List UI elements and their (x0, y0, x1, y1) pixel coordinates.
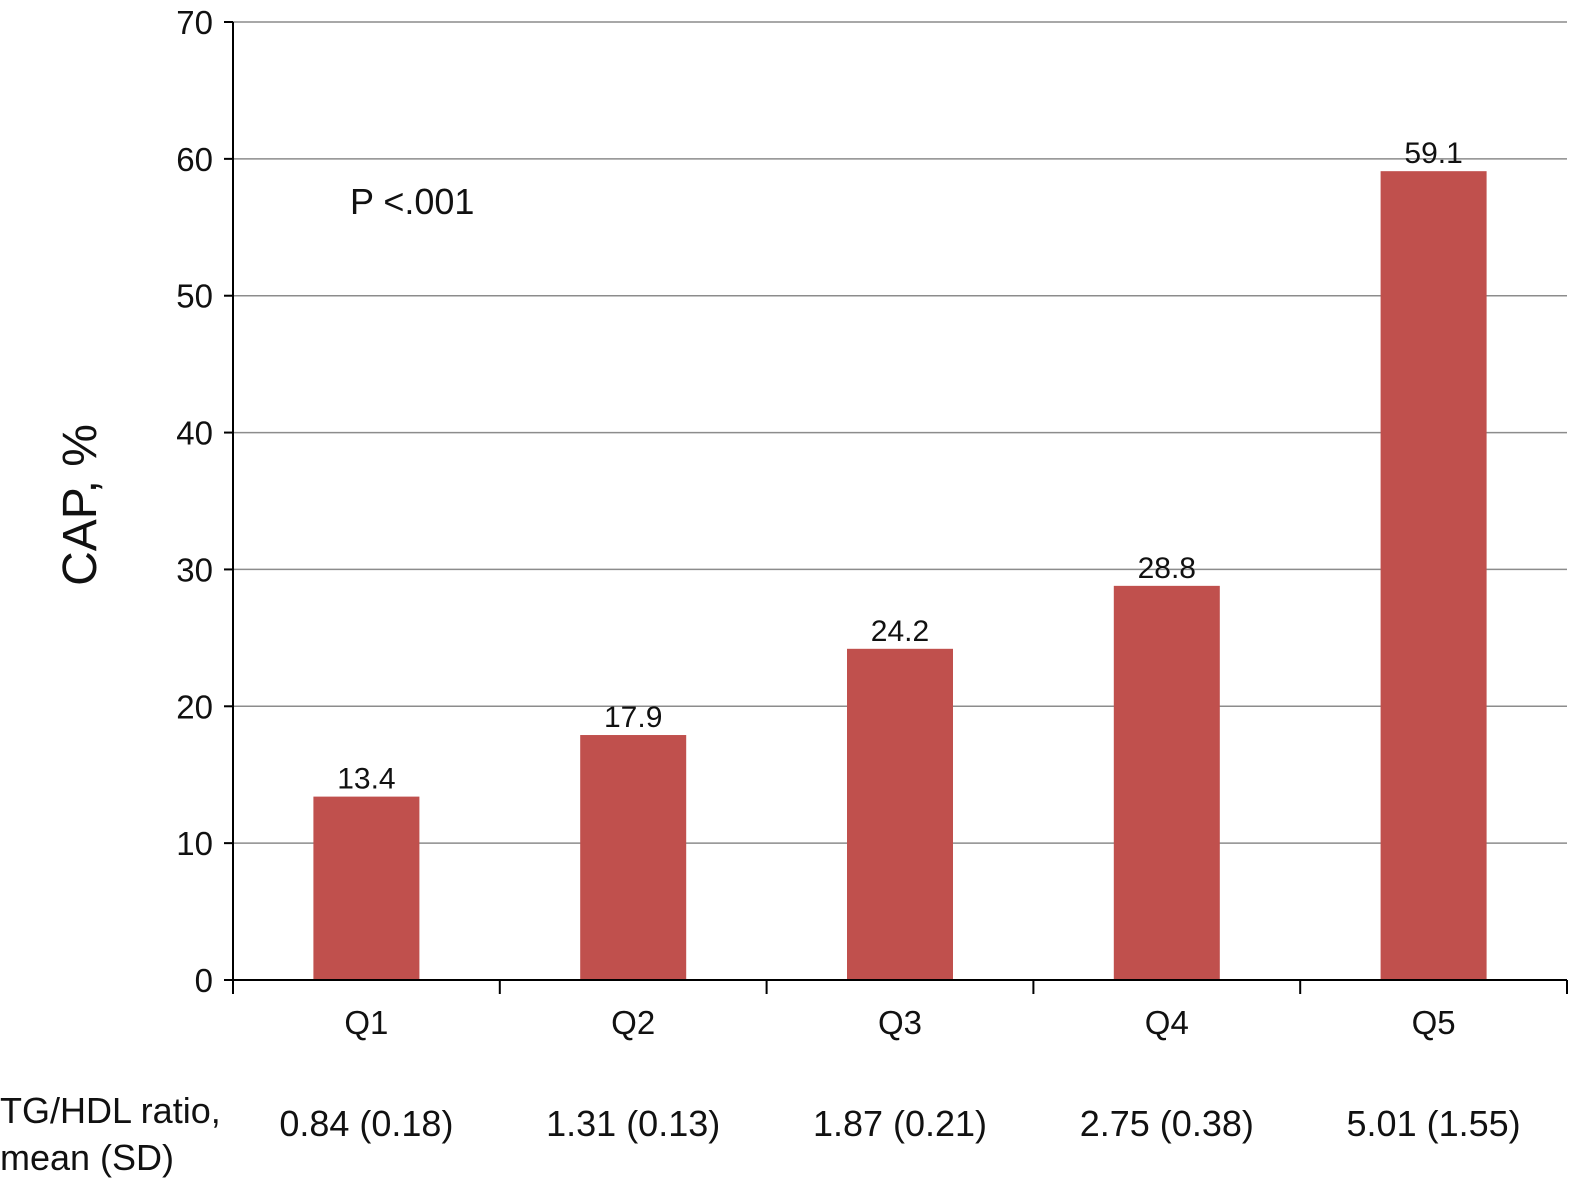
value-label: 17.9 (604, 701, 662, 734)
value-label: 28.8 (1138, 552, 1196, 585)
y-tick-label: 70 (176, 4, 213, 41)
bar-q3 (847, 648, 953, 980)
y-tick-label: 30 (176, 551, 213, 588)
x-category-label: Q3 (878, 1004, 922, 1041)
value-label: 24.2 (871, 615, 929, 648)
labels: 0 10 20 30 40 50 60 70 13.4 Q1 0.84 (0.18) 17.9 Q2 1.… (176, 4, 1520, 1144)
row-label-line-1: TG/HDL ratio, (0, 1090, 221, 1131)
row-label-line-2: mean (SD) (0, 1137, 174, 1178)
y-axis-label: CAP, % (54, 424, 107, 586)
tg-hdl-value: 0.84 (0.18) (279, 1103, 453, 1144)
value-label: 13.4 (337, 763, 395, 796)
x-category-label: Q1 (344, 1004, 388, 1041)
tg-hdl-value: 1.87 (0.21) (813, 1103, 987, 1144)
x-category-label: Q4 (1145, 1004, 1189, 1041)
p-value-annotation: P <.001 (350, 181, 474, 222)
y-tick-label: 40 (176, 415, 213, 452)
x-category-label: Q5 (1412, 1004, 1456, 1041)
bar-q2 (580, 735, 687, 980)
y-tick-label: 0 (195, 962, 213, 999)
grid-lines (233, 21, 1567, 844)
y-tick-label: 50 (176, 278, 213, 315)
tg-hdl-value: 1.31 (0.13) (546, 1103, 720, 1144)
bar-q1 (313, 796, 420, 980)
bar-q5 (1380, 171, 1487, 980)
bar-q4 (1113, 585, 1220, 980)
tg-hdl-value: 5.01 (1.55) (1347, 1103, 1521, 1144)
bars (313, 171, 1487, 980)
tg-hdl-value: 2.75 (0.38) (1080, 1103, 1254, 1144)
axes (224, 21, 1568, 994)
y-tick-label: 10 (176, 825, 213, 862)
value-label: 59.1 (1404, 137, 1462, 170)
y-tick-label: 20 (176, 688, 213, 725)
x-category-label: Q2 (611, 1004, 655, 1041)
y-tick-label: 60 (176, 141, 213, 178)
